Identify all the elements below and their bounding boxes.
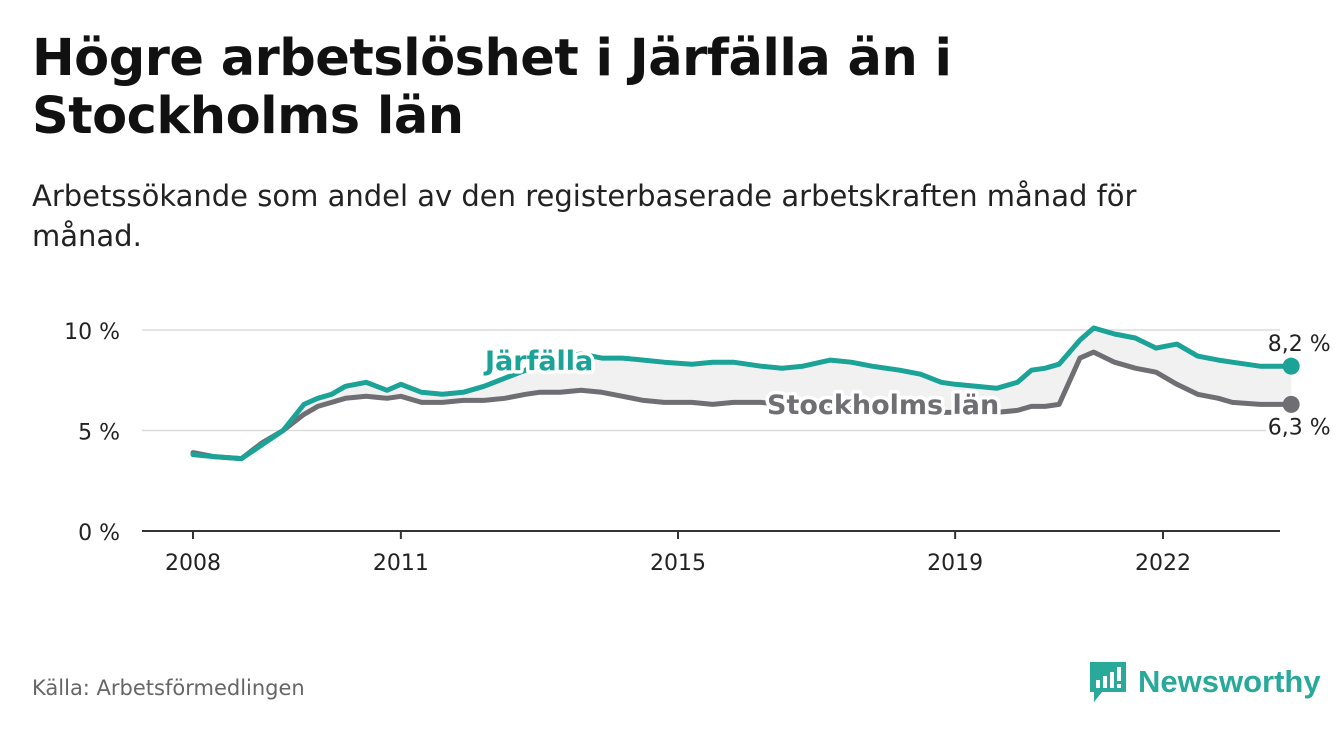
source-note: Källa: Arbetsförmedlingen [32, 676, 305, 700]
end-point-jarfalla [1282, 357, 1300, 375]
chart-title: Högre arbetslöshet i Järfälla än i Stock… [32, 29, 952, 146]
series-line-stockholm [190, 349, 1294, 462]
lines-layer [190, 325, 1300, 462]
y-tick-label-5: 5 % [78, 421, 120, 446]
series-label-jarfalla: Järfälla [483, 346, 593, 377]
x-tick-label-2019: 2019 [927, 551, 983, 576]
brand-name: Newsworthy [1138, 664, 1321, 699]
brand-logo-group[interactable]: Newsworthy [1088, 660, 1321, 704]
end-value-label-stockholm: 6,3 % [1268, 415, 1331, 440]
x-tick-label-2011: 2011 [373, 551, 429, 576]
series-line-jarfalla [190, 325, 1294, 462]
series-label-stockholm: Stockholms län [767, 390, 999, 421]
y-tick-label-10: 10 % [64, 320, 120, 345]
chart-subtitle: Arbetssökande som andel av den registerb… [32, 179, 1137, 253]
end-value-label-jarfalla: 8,2 % [1268, 332, 1331, 357]
x-tick-label-2015: 2015 [650, 551, 706, 576]
difference-band [193, 328, 1292, 459]
x-tick-label-2022: 2022 [1135, 551, 1191, 576]
end-point-stockholm [1282, 395, 1300, 413]
y-tick-label-0: 0 % [78, 521, 120, 546]
x-tick-label-2008: 2008 [165, 551, 221, 576]
newsworthy-logo-icon [1090, 662, 1126, 702]
grid-layer: 0 % 5 % 10 % 2008 2011 2015 2019 2022 [64, 320, 1280, 576]
labels-layer: Järfälla Stockholms län 8,2 % 6,3 % [480, 329, 1335, 444]
